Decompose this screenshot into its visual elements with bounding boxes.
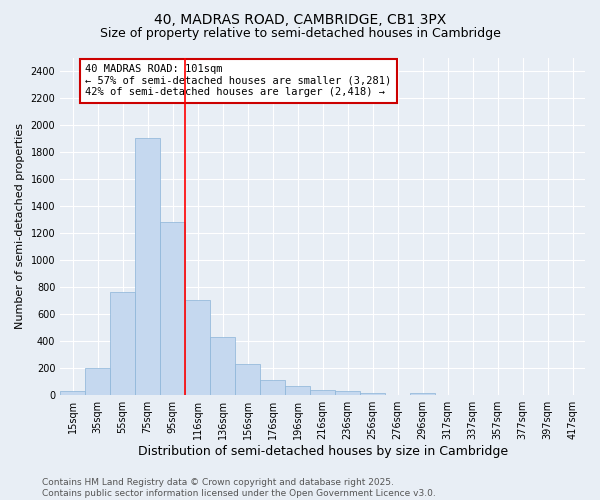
Bar: [235, 364, 260, 394]
Text: Size of property relative to semi-detached houses in Cambridge: Size of property relative to semi-detach…: [100, 28, 500, 40]
Bar: [210, 336, 235, 394]
Bar: [335, 392, 360, 394]
Bar: [60, 392, 85, 394]
Bar: [285, 386, 310, 394]
Bar: [160, 222, 185, 394]
Bar: [85, 368, 110, 394]
Bar: [410, 392, 435, 394]
Bar: [110, 292, 135, 394]
Y-axis label: Number of semi-detached properties: Number of semi-detached properties: [15, 123, 25, 329]
Bar: [260, 380, 285, 394]
Text: 40, MADRAS ROAD, CAMBRIDGE, CB1 3PX: 40, MADRAS ROAD, CAMBRIDGE, CB1 3PX: [154, 12, 446, 26]
Bar: [360, 392, 385, 394]
Text: 40 MADRAS ROAD: 101sqm
← 57% of semi-detached houses are smaller (3,281)
42% of : 40 MADRAS ROAD: 101sqm ← 57% of semi-det…: [85, 64, 391, 98]
Bar: [310, 390, 335, 394]
X-axis label: Distribution of semi-detached houses by size in Cambridge: Distribution of semi-detached houses by …: [137, 444, 508, 458]
Bar: [185, 300, 210, 394]
Bar: [135, 138, 160, 394]
Text: Contains HM Land Registry data © Crown copyright and database right 2025.
Contai: Contains HM Land Registry data © Crown c…: [42, 478, 436, 498]
